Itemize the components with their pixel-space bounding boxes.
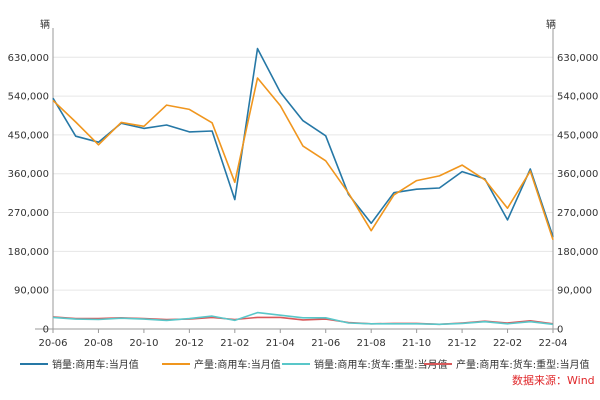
y-tick-label-left: 90,000 <box>14 286 49 297</box>
y-unit-right: 辆 <box>546 18 556 31</box>
x-tick-label: 21-04 <box>266 338 295 349</box>
series-line-1 <box>52 47 554 237</box>
axes <box>35 28 558 330</box>
y-axis-left-ticks: 0 90,000 180,000 270,000 360,000 450,000 540,0… <box>8 53 49 336</box>
x-tick-label: 21-02 <box>220 338 249 349</box>
legend: 销量:商用车:当月值 产量:商用车:当月值 销量:商用车:货车:重型:当月值 产量:商… <box>20 358 589 371</box>
x-tick-label: 20-06 <box>38 338 67 349</box>
grid-lines <box>53 56 553 291</box>
y-tick-label-left: 270,000 <box>8 208 49 219</box>
series-line-3 <box>52 311 554 326</box>
x-tick-label: 20-10 <box>129 338 158 349</box>
series-line-2 <box>52 77 554 240</box>
legend-label: 产量:商用车:当月值 <box>194 358 281 371</box>
x-tick-label: 22-02 <box>493 338 522 349</box>
x-tick-label: 21-10 <box>402 338 431 349</box>
y-tick-label-left: 360,000 <box>8 169 49 180</box>
series-lines <box>52 47 554 326</box>
legend-label: 产量:商用车:货车:重型:当月值 <box>456 358 589 371</box>
y-axis-right-ticks: 0 90,000 180,000 270,000 360,000 450,000 540,0… <box>557 53 598 336</box>
y-tick-label-left: 0 <box>43 325 49 336</box>
x-axis-ticks: 20-06 20-08 20-10 20-12 21-02 21-04 21-06 21-08… <box>38 329 568 349</box>
x-tick-label: 21-06 <box>311 338 340 349</box>
legend-label: 销量:商用车:货车:重型:当月值 <box>314 358 447 371</box>
y-tick-label-right: 180,000 <box>557 247 598 258</box>
x-tick-label: 21-08 <box>357 338 386 349</box>
x-tick-label: 20-08 <box>84 338 113 349</box>
y-tick-label-right: 0 <box>557 325 563 336</box>
y-tick-label-right: 540,000 <box>557 92 598 103</box>
y-tick-label-left: 450,000 <box>8 130 49 141</box>
x-tick-label: 21-12 <box>448 338 477 349</box>
x-tick-label: 22-04 <box>538 338 567 349</box>
y-tick-label-left: 630,000 <box>8 53 49 64</box>
y-tick-label-right: 270,000 <box>557 208 598 219</box>
y-tick-label-left: 180,000 <box>8 247 49 258</box>
legend-label: 销量:商用车:当月值 <box>52 358 139 371</box>
y-tick-label-right: 90,000 <box>557 286 592 297</box>
x-tick-label: 20-12 <box>175 338 204 349</box>
y-unit-left: 辆 <box>40 18 50 31</box>
y-tick-label-right: 630,000 <box>557 53 598 64</box>
source-label: 数据来源：Wind <box>512 373 595 387</box>
y-tick-label-right: 450,000 <box>557 130 598 141</box>
y-tick-label-right: 360,000 <box>557 169 598 180</box>
y-tick-label-left: 540,000 <box>8 92 49 103</box>
